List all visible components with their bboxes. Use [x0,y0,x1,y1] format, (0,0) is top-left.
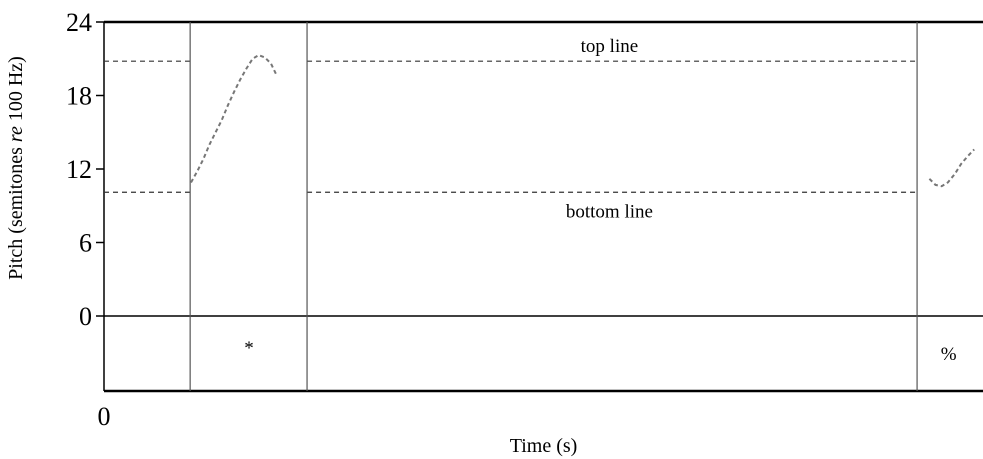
y-axis-label-part-3: 100 Hz) [5,56,27,126]
y-axis-label-part-2: re [5,126,27,142]
y-tick-label: 18 [66,82,92,111]
segment-label-star: * [244,338,254,359]
segment-label-percent: % [941,344,957,365]
plot-frame [103,20,983,393]
pitch-contours [190,53,975,188]
y-ticks: 0 6 12 18 24 [66,8,104,331]
reference-lines [104,60,918,193]
x-tick-label: 0 [98,402,111,431]
y-axis-label: Pitch (semitones re 100 Hz) [5,56,27,280]
y-tick-label: 12 [66,155,92,184]
top-line-label: top line [581,36,639,57]
y-tick-label: 24 [66,8,92,37]
segment-boundaries [189,22,918,391]
bottom-line-label: bottom line [566,201,653,222]
y-tick-label: 6 [79,229,92,258]
y-axis-label-part-1: Pitch (semitones [5,142,27,280]
pitch-contour-2 [928,148,975,188]
x-axis-label: Time (s) [510,435,578,457]
y-tick-label: 0 [79,302,92,331]
pitch-contour-1 [190,53,278,183]
